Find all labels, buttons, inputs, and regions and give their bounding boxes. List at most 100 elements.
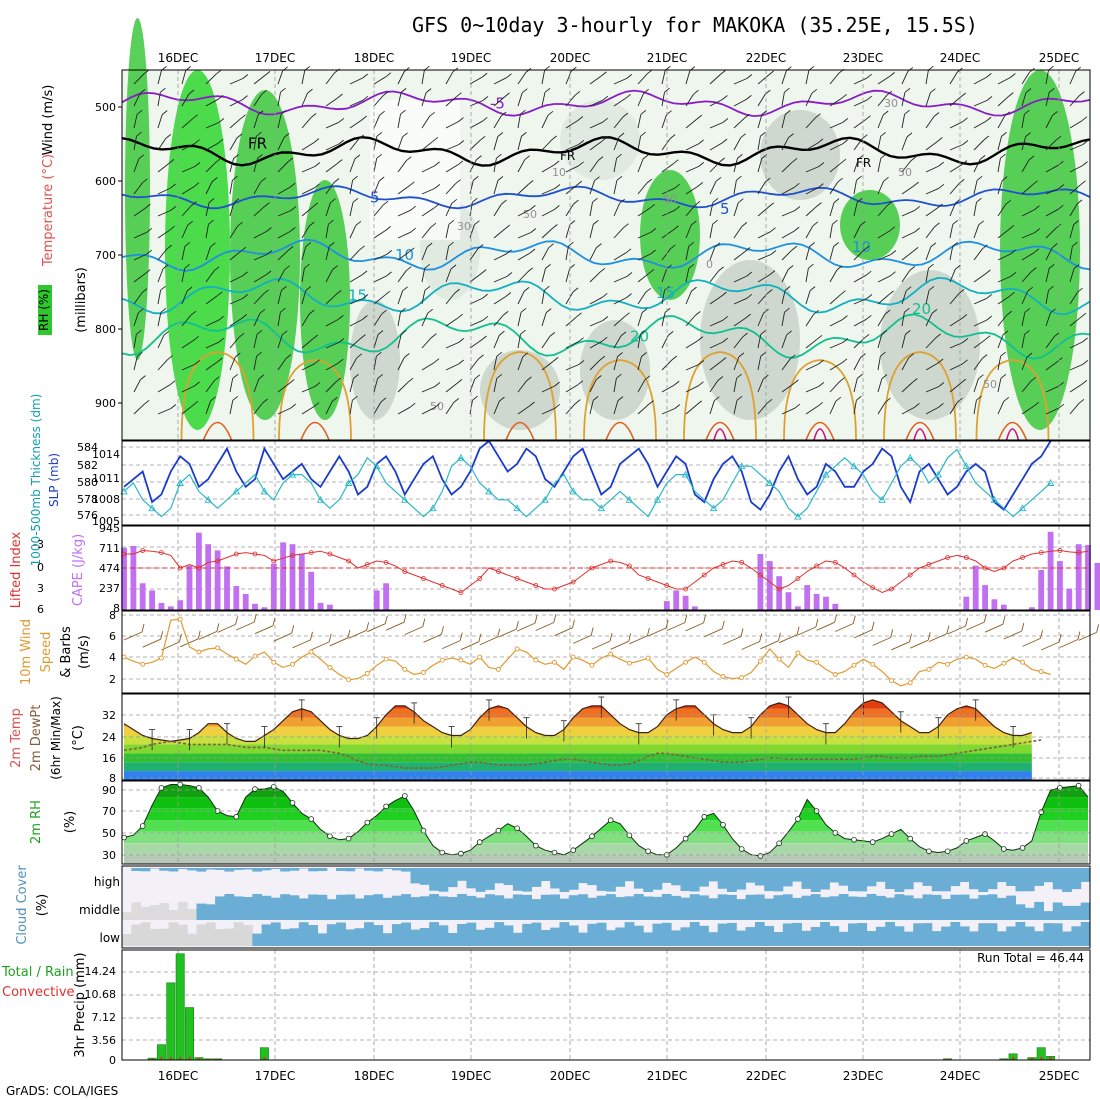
wind-barb-flag [736,395,743,401]
wind-barb [469,100,484,107]
convective-bar [1002,1058,1005,1060]
wind-barb-flag [1040,630,1043,639]
wind-barb [373,378,379,393]
wind-barb [589,359,601,371]
convective-bar [946,1058,949,1060]
wind-barb-flag [499,396,505,402]
wind-barb-flag [626,293,632,298]
wind-barb [685,340,699,349]
lifted-index-point [1076,550,1081,555]
wind-barb [373,230,386,239]
wind-barb-flag [496,153,502,159]
wind-barb [805,166,820,173]
cloud-high [801,868,812,889]
wind-barb [709,341,723,349]
wind-barb-flag [554,205,560,210]
wind-barb-flag [865,270,872,276]
wind-barb [733,78,748,85]
wind-barb [997,115,1006,129]
wind-barb [421,116,430,129]
wind-barb [445,292,456,305]
wind-barb-flag [1024,307,1031,313]
cape-bar [1085,545,1091,610]
wind-barb [1069,363,1083,371]
wind-barb-flag [434,184,441,189]
wind-barb [709,319,723,327]
wind-barb-flag [1008,92,1014,97]
wind-barb-flag [459,632,463,641]
wind-barb-flag [1031,267,1037,272]
wind-barb-flag [233,198,240,203]
wind-barb [442,640,461,650]
wind-barb-flag [880,351,886,357]
wind-barb-flag [817,401,823,407]
wind-barb [373,334,379,349]
wind-barb [853,378,858,393]
wind-barb-flag [759,633,763,642]
wind-barb-flag [409,247,415,253]
wind-barb [229,337,240,349]
lifted-index-point [851,572,857,578]
ytick-label: 14.24 [85,965,117,978]
wind-barb [157,408,172,415]
wind-barb [973,180,978,195]
wind-barb [877,401,886,415]
wind-barb-flag [860,221,866,226]
wind-barb-flag [572,287,579,293]
wind-barb [637,73,648,85]
wind-barb [277,114,282,129]
wind-barb-flag [506,73,512,79]
wind-barb-flag [906,132,913,138]
wind-barb [613,335,622,349]
wind-barb [733,356,740,371]
cloud-high [987,868,998,890]
cloud-middle [568,895,579,920]
wind-barb [565,165,579,173]
wind-barb [253,136,257,151]
wind-barb-flag [1001,176,1008,181]
cloud-low [187,933,197,946]
wind-barb-flag [376,153,382,159]
wind-barb [301,338,313,349]
wind-barb [373,76,387,85]
wind-barb-flag [386,250,393,255]
cloud-low [364,922,374,946]
wind-barb [733,226,743,239]
cape-bar [1029,607,1035,610]
wind-barb-flag [194,360,201,365]
wind-barb-flag [186,286,193,292]
wind-barb-flag [760,131,766,137]
wind-barb [757,206,769,217]
wind-barb [421,362,435,371]
thickness-point [260,487,269,495]
wind-barb [205,98,219,107]
wind-barb-flag [721,291,727,297]
cloud-middle [587,897,598,920]
wind-barb [613,276,628,283]
wind-barb-flag [641,352,647,357]
rh-point [757,853,764,859]
cloud-middle [736,899,747,920]
wind-barb-flag [218,315,224,321]
cloud-middle [140,906,151,920]
wind-barb [397,381,409,393]
wind-barb [805,363,819,371]
wind-barb-flag [841,93,847,99]
wind-barb-flag [361,115,367,121]
y-axis-label: (6hr Min/Max) [49,696,63,780]
cape-bar [795,606,801,610]
date-label-bottom: 19DEC [451,1069,491,1083]
wind-barb [157,248,168,261]
wind-barb-flag [809,286,816,291]
wind-barb-flag [1034,205,1040,210]
cloud-low [298,922,309,946]
wind-barb [925,187,939,195]
wind-barb-flag [965,617,969,627]
wind-barb [901,71,909,85]
wind-barb-flag [837,177,843,183]
rh-point [1038,809,1044,815]
wind-barb-flag [791,245,798,251]
wind-barb-flag [597,156,604,161]
wind-barb-flag [841,358,848,364]
wind-barb [637,404,649,415]
